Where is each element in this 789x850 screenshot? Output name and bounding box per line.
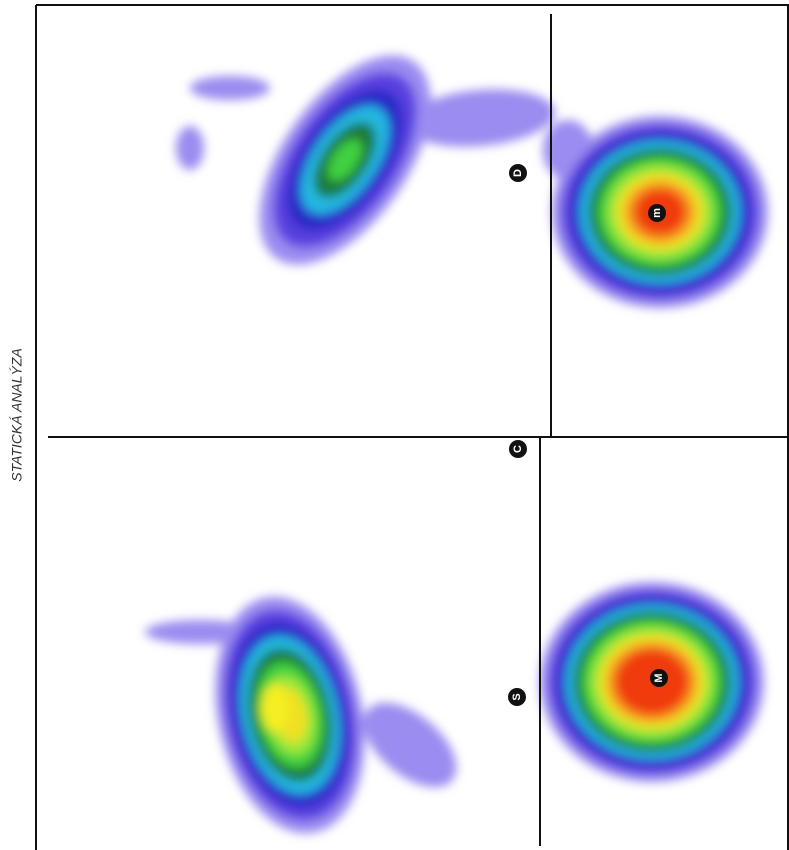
marker-label: C bbox=[512, 445, 524, 453]
pressure-map: STATICKÁ ANALÝZA Dm C S M bbox=[0, 0, 789, 850]
side-label: STATICKÁ ANALÝZA bbox=[9, 348, 25, 482]
heat-level bbox=[261, 684, 289, 732]
heat-region bbox=[190, 76, 270, 100]
marker-label: S bbox=[511, 693, 523, 700]
marker-label: M bbox=[653, 673, 665, 682]
marker-label: D bbox=[512, 169, 524, 177]
marker-label: m bbox=[651, 208, 663, 218]
heat-region bbox=[176, 126, 204, 170]
